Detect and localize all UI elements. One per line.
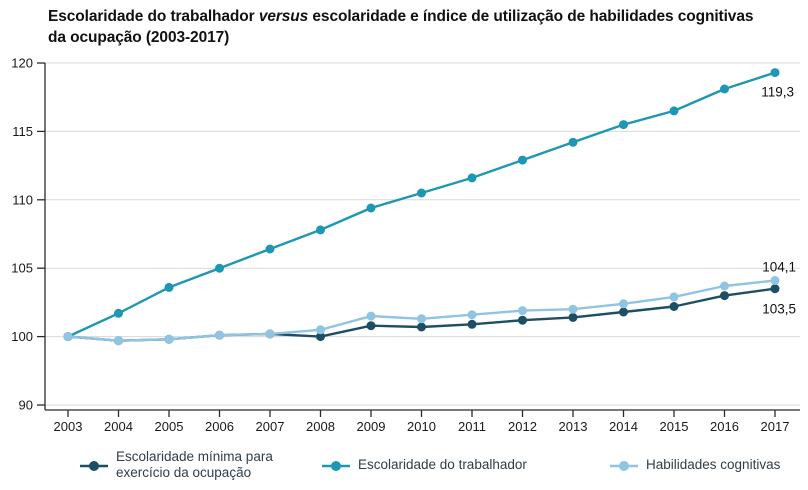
x-tick-label: 2013: [559, 419, 588, 434]
y-tick-label: 90: [19, 398, 33, 413]
data-point-escolaridade-do-trabalhador: [417, 188, 426, 198]
data-point-habilidades-cognitivas: [770, 276, 780, 285]
legend-marker-habilidades-cognitivas-icon: [610, 459, 638, 471]
data-point-escolaridade-m-nima-para-exerc-cio-da-ocupa-o: [366, 321, 376, 331]
x-tick-label: 2005: [155, 419, 184, 434]
data-point-escolaridade-m-nima-para-exerc-cio-da-ocupa-o: [720, 291, 729, 301]
data-point-habilidades-cognitivas: [467, 310, 477, 320]
data-point-habilidades-cognitivas: [265, 329, 275, 339]
data-point-escolaridade-do-trabalhador: [467, 173, 477, 183]
legend-label: Escolaridade do trabalhador: [358, 457, 527, 472]
x-tick-label: 2011: [458, 419, 486, 434]
y-tick-label: 110: [12, 192, 33, 207]
data-point-habilidades-cognitivas: [568, 304, 578, 314]
x-tick-label: 2016: [710, 419, 739, 434]
data-point-escolaridade-do-trabalhador: [619, 120, 628, 130]
data-point-escolaridade-m-nima-para-exerc-cio-da-ocupa-o: [669, 302, 679, 311]
legend-item-habilidades-cognitivas: Habilidades cognitivas: [610, 441, 780, 489]
data-point-escolaridade-do-trabalhador: [265, 244, 275, 254]
data-point-habilidades-cognitivas: [669, 292, 679, 302]
data-point-escolaridade-do-trabalhador: [720, 84, 729, 94]
data-point-habilidades-cognitivas: [63, 332, 73, 342]
data-point-escolaridade-do-trabalhador: [568, 137, 578, 147]
data-point-habilidades-cognitivas: [417, 314, 426, 324]
data-point-escolaridade-m-nima-para-exerc-cio-da-ocupa-o: [568, 312, 578, 322]
x-tick-label: 2017: [761, 419, 790, 434]
data-point-escolaridade-m-nima-para-exerc-cio-da-ocupa-o: [417, 322, 426, 332]
data-point-escolaridade-do-trabalhador: [518, 155, 527, 165]
data-point-escolaridade-m-nima-para-exerc-cio-da-ocupa-o: [770, 284, 780, 294]
x-tick-label: 2008: [306, 419, 335, 434]
legend-item-escolaridade-minima: Escolaridade mínima para exercício da oc…: [80, 441, 306, 489]
value-label: 104,1: [762, 260, 796, 275]
x-tick-label: 2009: [357, 419, 386, 434]
line-chart: 120 115 110 105 100 90 2003 2004 2005 2006 2007 200…: [11, 56, 800, 434]
x-tick-label: 2014: [609, 419, 638, 434]
value-label: 103,5: [762, 302, 796, 317]
value-label: 119,3: [761, 85, 794, 100]
data-point-habilidades-cognitivas: [720, 281, 729, 291]
legend-label: Escolaridade mínima para exercício da oc…: [116, 449, 273, 480]
x-tick-label: 2003: [54, 419, 83, 434]
data-point-escolaridade-m-nima-para-exerc-cio-da-ocupa-o: [316, 332, 325, 342]
x-tick-label: 2004: [104, 419, 133, 434]
data-point-habilidades-cognitivas: [316, 325, 325, 335]
chart-title-line2: da ocupação (2003-2017): [48, 29, 230, 46]
data-point-escolaridade-do-trabalhador: [669, 106, 679, 116]
chart-legend: Escolaridade mínima para exercício da oc…: [0, 441, 808, 489]
data-point-escolaridade-m-nima-para-exerc-cio-da-ocupa-o: [467, 319, 477, 329]
data-point-escolaridade-do-trabalhador: [770, 68, 780, 78]
legend-item-escolaridade-trabalhador: Escolaridade do trabalhador: [322, 441, 527, 489]
data-point-escolaridade-do-trabalhador: [215, 263, 224, 273]
y-tick-label: 105: [11, 261, 33, 276]
data-point-escolaridade-do-trabalhador: [114, 308, 123, 318]
data-point-habilidades-cognitivas: [619, 299, 628, 309]
data-point-habilidades-cognitivas: [518, 306, 527, 316]
x-tick-label: 2015: [660, 419, 689, 434]
data-point-escolaridade-m-nima-para-exerc-cio-da-ocupa-o: [518, 315, 527, 325]
x-tick-label: 2012: [508, 419, 537, 434]
data-point-habilidades-cognitivas: [215, 330, 224, 340]
y-tick-label: 115: [12, 124, 33, 139]
data-point-escolaridade-do-trabalhador: [316, 225, 325, 235]
data-point-habilidades-cognitivas: [366, 311, 376, 321]
x-tick-label: 2010: [407, 419, 436, 434]
legend-label: Habilidades cognitivas: [646, 457, 781, 472]
data-point-habilidades-cognitivas: [164, 334, 174, 344]
data-point-escolaridade-m-nima-para-exerc-cio-da-ocupa-o: [619, 307, 628, 317]
legend-marker-escolaridade-trabalhador-icon: [322, 459, 350, 471]
data-point-escolaridade-do-trabalhador: [164, 282, 174, 292]
legend-marker-escolaridade-minima-icon: [80, 459, 108, 471]
chart-title: Escolaridade do trabalhador versus escol…: [48, 6, 804, 48]
data-point-escolaridade-do-trabalhador: [366, 203, 376, 213]
x-tick-label: 2006: [205, 419, 234, 434]
y-tick-label: 100: [11, 329, 33, 344]
series-line-habilidades-cognitivas: [67, 279, 776, 342]
chart-title-line1: Escolaridade do trabalhador versus escol…: [48, 8, 754, 25]
y-tick-label: 120: [11, 56, 33, 71]
x-tick-label: 2007: [256, 419, 285, 434]
data-point-habilidades-cognitivas: [114, 336, 123, 346]
